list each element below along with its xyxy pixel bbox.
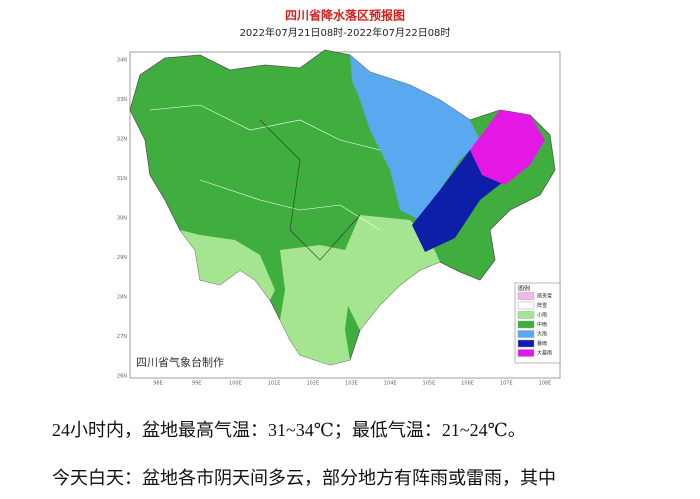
lat-label: 34N — [117, 58, 127, 64]
rain-map: 四川省降水落区预报图 2022年07月21日08时-2022年07月22日08时… — [117, 8, 561, 387]
legend-label: 大雨 — [537, 331, 547, 338]
boundary — [199, 179, 381, 231]
legend-label: 小雨 — [537, 312, 547, 319]
legend-swatch — [517, 349, 535, 357]
light-rain-basin — [340, 215, 440, 330]
lat-label: 32N — [117, 137, 127, 143]
heavy-rainstorm — [470, 110, 545, 185]
lon-label: 102E — [306, 381, 319, 387]
map-title: 四川省降水落区预报图 — [285, 8, 405, 23]
lon-label: 107E — [500, 381, 513, 387]
legend-swatch — [517, 301, 535, 310]
legend-swatch — [517, 320, 535, 329]
lat-label: 29N — [117, 255, 127, 261]
lat-label: 31N — [117, 176, 127, 182]
legend-title: 图例 — [518, 285, 530, 293]
legend-label: 中雨 — [537, 321, 547, 328]
legend-label: 大暴雨 — [537, 350, 552, 357]
light-rain-south — [280, 245, 350, 365]
legend-swatch — [517, 311, 535, 319]
boundary — [149, 104, 381, 151]
legend-label: 雨夹雪 — [537, 293, 552, 300]
lon-label: 101E — [268, 381, 281, 387]
paragraph: 今天白天：盆地各市阴天间多云，部分地方有阵雨或雷雨，其中 — [52, 468, 556, 488]
lon-label: 98E — [153, 381, 163, 387]
lon-label: 99E — [192, 381, 202, 387]
lon-label: 103E — [345, 381, 358, 387]
legend-label: 阵雪 — [537, 302, 547, 309]
legend-swatch — [517, 330, 535, 338]
lat-label: 28N — [117, 295, 127, 301]
watermark-bg — [133, 352, 243, 372]
lon-label: 100E — [229, 381, 242, 387]
lon-label: 105E — [423, 381, 436, 387]
lat-label: 26N — [117, 374, 127, 380]
light-rain-west — [180, 230, 275, 300]
legend-swatch — [517, 292, 535, 300]
legend-swatch — [517, 339, 535, 348]
lat-label: 27N — [117, 334, 127, 340]
heavy-rain — [350, 55, 480, 220]
lat-label: 30N — [117, 216, 127, 222]
lon-label: 104E — [384, 381, 397, 387]
map-subtitle: 2022年07月21日08时-2022年07月22日08时 — [240, 26, 451, 39]
lat-label: 33N — [117, 97, 127, 103]
watermark: 四川省气象台制作 — [136, 355, 224, 369]
legend-label: 暴雨 — [537, 340, 547, 347]
lon-label: 106E — [461, 381, 474, 387]
lon-label: 108E — [539, 381, 552, 387]
boundary — [259, 119, 361, 261]
paragraph: 24小时内，盆地最高气温：31~34℃；最低气温：21~24℃。 — [52, 420, 526, 440]
